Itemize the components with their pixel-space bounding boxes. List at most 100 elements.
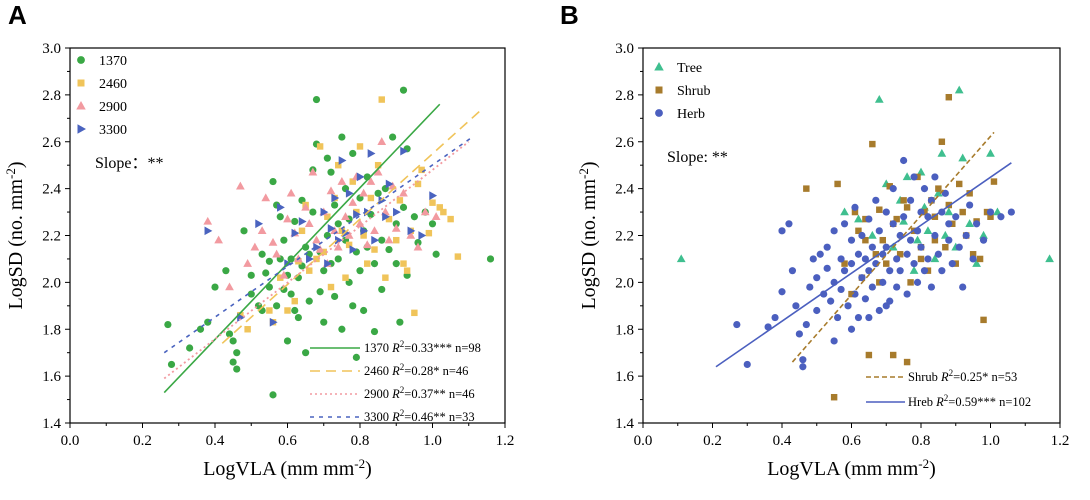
data-point <box>291 306 299 315</box>
data-point <box>837 255 845 263</box>
data-point <box>896 267 904 275</box>
data-point <box>945 93 953 101</box>
panel-b-series-tree <box>676 85 1054 274</box>
data-point <box>913 278 922 286</box>
data-point <box>247 290 255 298</box>
data-point <box>400 260 407 267</box>
panel-a-y-tick-label: 3.0 <box>42 41 61 57</box>
data-point <box>338 156 347 165</box>
data-point <box>799 363 807 371</box>
data-point <box>940 230 950 239</box>
panel-b-stat-label-shrub: Shrub R2=0.25* n=53 <box>908 368 1017 384</box>
panel-b-legend-label-herb: Herb <box>677 107 705 122</box>
data-point <box>803 185 810 192</box>
data-point <box>431 212 441 220</box>
data-point <box>337 176 347 185</box>
panel-b-y-axis-title: LogSD (no. mm-2) <box>576 161 600 309</box>
data-point <box>816 250 824 258</box>
data-point <box>927 196 936 204</box>
panel-a-legend-label-1370: 1370 <box>99 54 127 69</box>
data-point <box>268 237 278 246</box>
data-point <box>308 167 318 176</box>
panel-b-x-axis-title: LogVLA (mm mm-2) <box>767 456 936 480</box>
data-point <box>335 161 342 169</box>
data-point <box>353 210 361 219</box>
data-point <box>879 236 886 244</box>
data-point <box>834 313 842 322</box>
data-point <box>882 208 890 216</box>
data-point <box>396 318 404 326</box>
data-point <box>364 260 371 267</box>
data-point <box>899 216 908 225</box>
data-point <box>265 257 273 265</box>
data-point <box>934 188 943 197</box>
data-point <box>406 230 416 239</box>
data-point <box>802 320 810 329</box>
data-point <box>889 351 897 359</box>
data-point <box>969 255 977 263</box>
data-point <box>858 274 866 282</box>
data-point <box>229 358 237 366</box>
data-point <box>240 227 248 235</box>
data-point <box>896 231 904 240</box>
data-point <box>262 269 270 277</box>
data-point <box>359 188 368 197</box>
data-point <box>420 207 430 216</box>
panel-a-x-tick-label: 0.2 <box>133 433 152 449</box>
data-point <box>211 283 219 291</box>
data-point <box>244 326 251 333</box>
data-point <box>284 307 291 314</box>
data-point <box>896 251 904 258</box>
data-point <box>938 267 946 275</box>
panel-a-y-tick-label: 1.4 <box>42 416 61 432</box>
data-point <box>830 337 838 345</box>
panel-a-stat-label-2460: 2460 R2=0.28* n=46 <box>364 362 468 378</box>
data-point <box>931 236 939 244</box>
data-point <box>399 188 408 197</box>
data-point <box>333 242 343 251</box>
data-point <box>436 204 443 211</box>
data-point <box>362 240 372 249</box>
panel-a-y-tick-label: 2.8 <box>42 88 61 104</box>
data-point <box>334 220 342 228</box>
data-point <box>876 206 883 213</box>
data-point <box>258 250 266 258</box>
data-point <box>374 189 382 197</box>
data-point <box>167 360 176 368</box>
data-point <box>889 220 897 228</box>
data-point <box>847 260 856 268</box>
data-point <box>917 255 925 263</box>
data-point <box>203 216 213 225</box>
data-point <box>959 283 967 291</box>
data-point <box>367 194 375 202</box>
data-point <box>366 176 376 185</box>
panel-a-series-1370 <box>164 86 495 399</box>
data-point <box>229 337 237 345</box>
data-point <box>291 217 299 226</box>
data-point <box>927 283 936 291</box>
data-point <box>410 213 418 221</box>
data-point <box>320 207 329 217</box>
data-point <box>886 267 894 275</box>
data-point <box>382 274 389 281</box>
data-point <box>938 138 946 145</box>
data-point <box>378 195 387 205</box>
panel-a-y-tick-label: 2.6 <box>42 135 61 151</box>
data-point <box>917 208 925 216</box>
data-point <box>360 226 369 236</box>
data-point <box>400 146 409 156</box>
data-point <box>865 215 873 223</box>
data-point <box>903 204 911 211</box>
data-point <box>795 330 803 338</box>
data-point <box>847 325 856 333</box>
data-point <box>324 213 331 220</box>
data-point <box>399 86 408 94</box>
data-point <box>414 238 422 247</box>
data-point <box>342 274 349 281</box>
data-point <box>952 213 960 221</box>
data-point <box>865 267 873 275</box>
data-point <box>868 243 876 251</box>
data-point <box>979 230 988 239</box>
data-point <box>841 260 848 267</box>
data-point <box>987 213 994 220</box>
